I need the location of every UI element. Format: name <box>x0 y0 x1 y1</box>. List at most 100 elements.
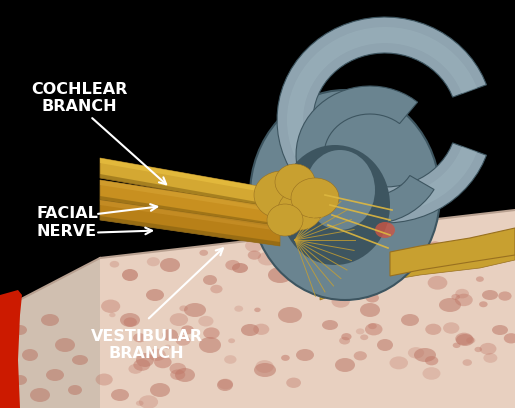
Ellipse shape <box>474 347 482 352</box>
Polygon shape <box>100 216 280 246</box>
Ellipse shape <box>164 345 171 349</box>
Ellipse shape <box>254 171 310 219</box>
Ellipse shape <box>179 306 188 311</box>
Ellipse shape <box>254 363 276 377</box>
Polygon shape <box>100 174 280 210</box>
Ellipse shape <box>148 349 166 361</box>
Ellipse shape <box>366 293 379 303</box>
Ellipse shape <box>305 150 375 230</box>
Ellipse shape <box>101 299 120 313</box>
Ellipse shape <box>484 353 497 363</box>
Ellipse shape <box>68 385 82 395</box>
Ellipse shape <box>241 324 259 336</box>
Ellipse shape <box>280 145 390 265</box>
Ellipse shape <box>322 320 338 330</box>
Ellipse shape <box>482 290 498 300</box>
Polygon shape <box>100 158 280 195</box>
Ellipse shape <box>455 333 473 345</box>
Ellipse shape <box>218 379 233 389</box>
Ellipse shape <box>339 337 350 344</box>
Ellipse shape <box>311 256 329 268</box>
Ellipse shape <box>412 232 424 241</box>
Ellipse shape <box>147 257 160 266</box>
Ellipse shape <box>122 269 138 281</box>
Text: FACIAL
NERVE: FACIAL NERVE <box>36 206 98 239</box>
Ellipse shape <box>124 317 137 327</box>
Ellipse shape <box>13 325 27 335</box>
Ellipse shape <box>332 295 350 308</box>
Ellipse shape <box>476 276 484 282</box>
Polygon shape <box>0 258 100 408</box>
Ellipse shape <box>414 348 436 362</box>
Ellipse shape <box>228 338 235 343</box>
Ellipse shape <box>286 377 301 388</box>
Ellipse shape <box>22 349 38 361</box>
Ellipse shape <box>232 263 248 273</box>
Ellipse shape <box>146 289 164 301</box>
Ellipse shape <box>170 370 185 380</box>
Ellipse shape <box>469 258 479 265</box>
Ellipse shape <box>181 326 194 335</box>
Ellipse shape <box>296 349 314 361</box>
Ellipse shape <box>176 335 191 346</box>
Ellipse shape <box>312 277 325 286</box>
Ellipse shape <box>360 335 368 340</box>
Ellipse shape <box>443 322 459 334</box>
Ellipse shape <box>392 250 408 260</box>
Text: COCHLEAR
BRANCH: COCHLEAR BRANCH <box>31 82 127 114</box>
Ellipse shape <box>175 368 195 382</box>
Ellipse shape <box>466 236 485 250</box>
Ellipse shape <box>456 334 474 346</box>
Ellipse shape <box>281 355 290 361</box>
Ellipse shape <box>377 339 393 351</box>
Ellipse shape <box>109 313 115 317</box>
Ellipse shape <box>451 294 460 300</box>
Polygon shape <box>296 86 434 224</box>
Ellipse shape <box>354 351 367 360</box>
Ellipse shape <box>335 358 355 372</box>
Ellipse shape <box>425 324 441 335</box>
Ellipse shape <box>203 327 220 339</box>
Polygon shape <box>320 240 515 300</box>
Ellipse shape <box>368 323 377 329</box>
Ellipse shape <box>210 285 222 293</box>
Ellipse shape <box>139 395 158 408</box>
Ellipse shape <box>319 267 329 274</box>
Polygon shape <box>100 158 280 210</box>
Ellipse shape <box>429 255 451 269</box>
Ellipse shape <box>462 359 472 366</box>
Ellipse shape <box>169 363 186 375</box>
Ellipse shape <box>248 251 261 260</box>
Ellipse shape <box>55 338 75 352</box>
Ellipse shape <box>258 252 277 266</box>
Ellipse shape <box>328 237 342 247</box>
Ellipse shape <box>245 239 263 252</box>
Ellipse shape <box>453 343 460 348</box>
Ellipse shape <box>150 383 170 397</box>
Ellipse shape <box>128 364 143 374</box>
Ellipse shape <box>360 303 380 317</box>
Ellipse shape <box>110 261 119 268</box>
Ellipse shape <box>136 401 144 406</box>
Text: VESTIBULAR
BRANCH: VESTIBULAR BRANCH <box>91 328 203 361</box>
Ellipse shape <box>471 244 489 256</box>
Ellipse shape <box>411 244 420 250</box>
Polygon shape <box>100 210 515 408</box>
Ellipse shape <box>253 324 269 335</box>
Ellipse shape <box>96 373 113 386</box>
Ellipse shape <box>278 190 322 230</box>
Ellipse shape <box>275 164 315 200</box>
Ellipse shape <box>342 239 354 248</box>
Polygon shape <box>390 228 515 276</box>
Ellipse shape <box>466 337 475 344</box>
Ellipse shape <box>403 246 422 259</box>
Ellipse shape <box>268 267 292 283</box>
Ellipse shape <box>375 222 395 238</box>
Ellipse shape <box>170 313 188 326</box>
Ellipse shape <box>199 250 208 256</box>
Ellipse shape <box>154 356 171 368</box>
Ellipse shape <box>389 357 408 369</box>
Ellipse shape <box>198 316 214 326</box>
Ellipse shape <box>479 301 488 307</box>
Polygon shape <box>320 240 515 282</box>
